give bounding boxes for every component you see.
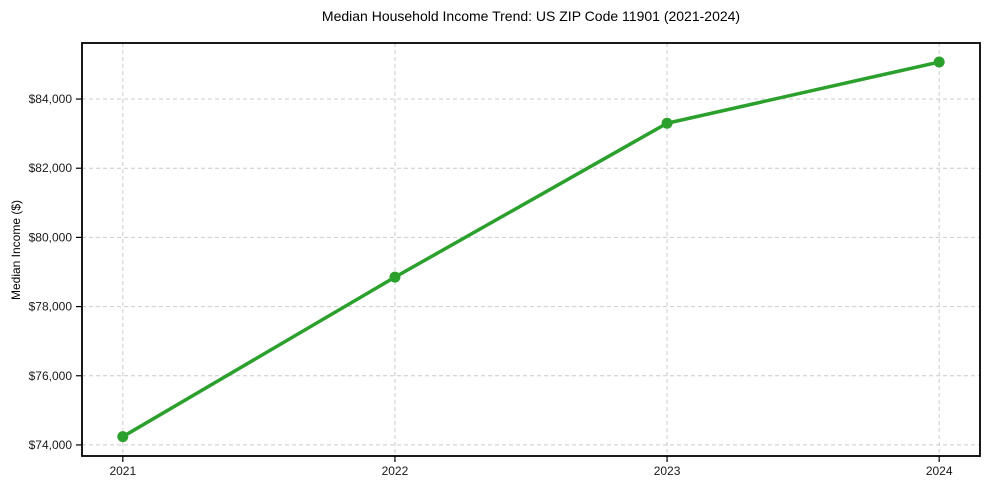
data-point (389, 271, 401, 283)
x-tick-label: 2024 (926, 464, 953, 478)
y-tick-label: $82,000 (29, 161, 73, 175)
x-tick-label: 2021 (109, 464, 136, 478)
y-tick-label: $78,000 (29, 300, 73, 314)
data-point (117, 431, 129, 443)
y-tick-label: $74,000 (29, 438, 73, 452)
x-tick-label: 2022 (382, 464, 409, 478)
y-tick-label: $84,000 (29, 92, 73, 106)
y-tick-label: $76,000 (29, 369, 73, 383)
plot-border (81, 42, 981, 457)
data-point (661, 117, 673, 129)
trend-line (121, 60, 941, 439)
y-tick-label: $80,000 (29, 230, 73, 244)
data-point (933, 56, 945, 68)
x-tick-label: 2023 (654, 464, 681, 478)
chart-title: Median Household Income Trend: US ZIP Co… (321, 8, 741, 24)
